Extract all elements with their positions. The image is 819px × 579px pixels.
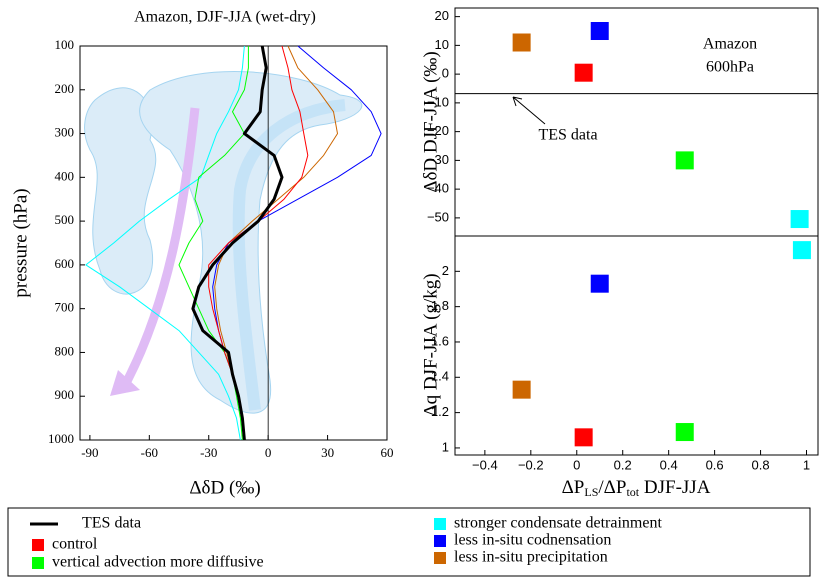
x-label-part: ΔP	[562, 477, 585, 498]
x-axis-label: ΔδD (‰)	[189, 477, 260, 498]
plot-frame	[454, 235, 819, 456]
profile-line	[85, 45, 245, 441]
decoration	[84, 71, 363, 414]
x-tick-label: -90	[81, 445, 98, 460]
y-tick-label: 1.6	[431, 333, 449, 348]
y-tick-label: 200	[55, 81, 75, 96]
legend-label: vertical advection more diffusive	[52, 554, 264, 571]
x-tick-label: 0.2	[614, 457, 632, 472]
y-tick-label: 800	[55, 343, 75, 358]
y-axis-label: ΔδD DJF-JJA (‰)	[420, 51, 441, 193]
point	[574, 428, 593, 447]
x-label-part: tot	[626, 485, 639, 499]
legend	[7, 507, 811, 577]
annotation: TES data	[538, 127, 597, 144]
x-tick-label: 60	[381, 445, 394, 460]
y-tick-label: 1.8	[431, 298, 449, 313]
profile-line	[191, 45, 284, 441]
x-tick-label: 0.6	[706, 457, 724, 472]
legend-swatch	[32, 557, 44, 569]
y-tick-label: 1	[442, 439, 449, 454]
y-tick-label: 0	[442, 66, 449, 81]
y-axis-label: pressure (hPa)	[10, 188, 31, 297]
x-tick-label: -60	[141, 445, 158, 460]
y-tick-label: 700	[55, 300, 75, 315]
x-tick-label: 30	[321, 445, 334, 460]
point	[792, 241, 811, 260]
annotation-arrow	[512, 96, 546, 125]
y-tick-label: −30	[427, 152, 449, 167]
x-tick-label: −0.2	[518, 457, 544, 472]
y-tick-label: 300	[55, 125, 75, 140]
annotation: Amazon	[703, 36, 757, 53]
y-tick-label: −40	[427, 181, 449, 196]
legend-swatch	[434, 518, 446, 530]
y-tick-label: 10	[435, 37, 449, 52]
x-tick-label: 1	[803, 457, 810, 472]
y-tick-label: 1.2	[431, 404, 449, 419]
y-tick-label: 2	[442, 263, 449, 278]
y-tick-label: −50	[427, 209, 449, 224]
x-label-part: LS	[584, 485, 598, 499]
y-tick-label: 1000	[48, 431, 74, 446]
point	[512, 33, 531, 52]
y-tick-label: 400	[55, 168, 75, 183]
y-tick-label: −20	[427, 123, 449, 138]
x-tick-label: -30	[200, 445, 217, 460]
annotation: 600hPa	[706, 59, 754, 76]
legend-label: less in-situ precipitation	[454, 549, 608, 566]
y-axis-label: Δq DJF-JJA (g/kg)	[420, 273, 441, 416]
x-tick-label: −0.4	[472, 457, 498, 472]
point	[675, 423, 694, 442]
x-tick-label: 0.8	[752, 457, 770, 472]
point	[590, 274, 609, 293]
x-axis-label: ΔPLS/ΔPtot DJF-JJA	[562, 477, 711, 498]
y-tick-label: 500	[55, 212, 75, 227]
legend-swatch	[434, 535, 446, 547]
x-tick-label: 0	[573, 457, 580, 472]
legend-label: stronger condensate detrainment	[454, 515, 662, 532]
y-tick-label: 1.4	[431, 369, 449, 384]
x-tick-label: 0	[265, 445, 272, 460]
y-tick-label: 900	[55, 387, 75, 402]
point	[790, 210, 809, 229]
point	[675, 151, 694, 170]
legend-label: less in-situ codnensation	[454, 532, 611, 549]
x-tick-label: 0.4	[660, 457, 678, 472]
plot-frame	[79, 45, 388, 441]
y-tick-label: 20	[435, 8, 449, 23]
legend-swatch	[434, 552, 446, 564]
y-tick-label: 600	[55, 256, 75, 271]
point	[574, 63, 593, 82]
plot-frame	[454, 7, 819, 237]
x-label-part: DJF-JJA	[639, 477, 711, 498]
legend-label: TES data	[82, 515, 141, 532]
y-tick-label: 100	[55, 37, 75, 52]
legend-swatch	[32, 539, 44, 551]
point	[512, 380, 531, 399]
legend-label: control	[52, 536, 98, 553]
chart-title: Amazon, DJF-JJA (wet-dry)	[134, 9, 316, 26]
point	[590, 22, 609, 41]
y-tick-label: −10	[427, 94, 449, 109]
x-label-part: /ΔP	[598, 477, 626, 498]
